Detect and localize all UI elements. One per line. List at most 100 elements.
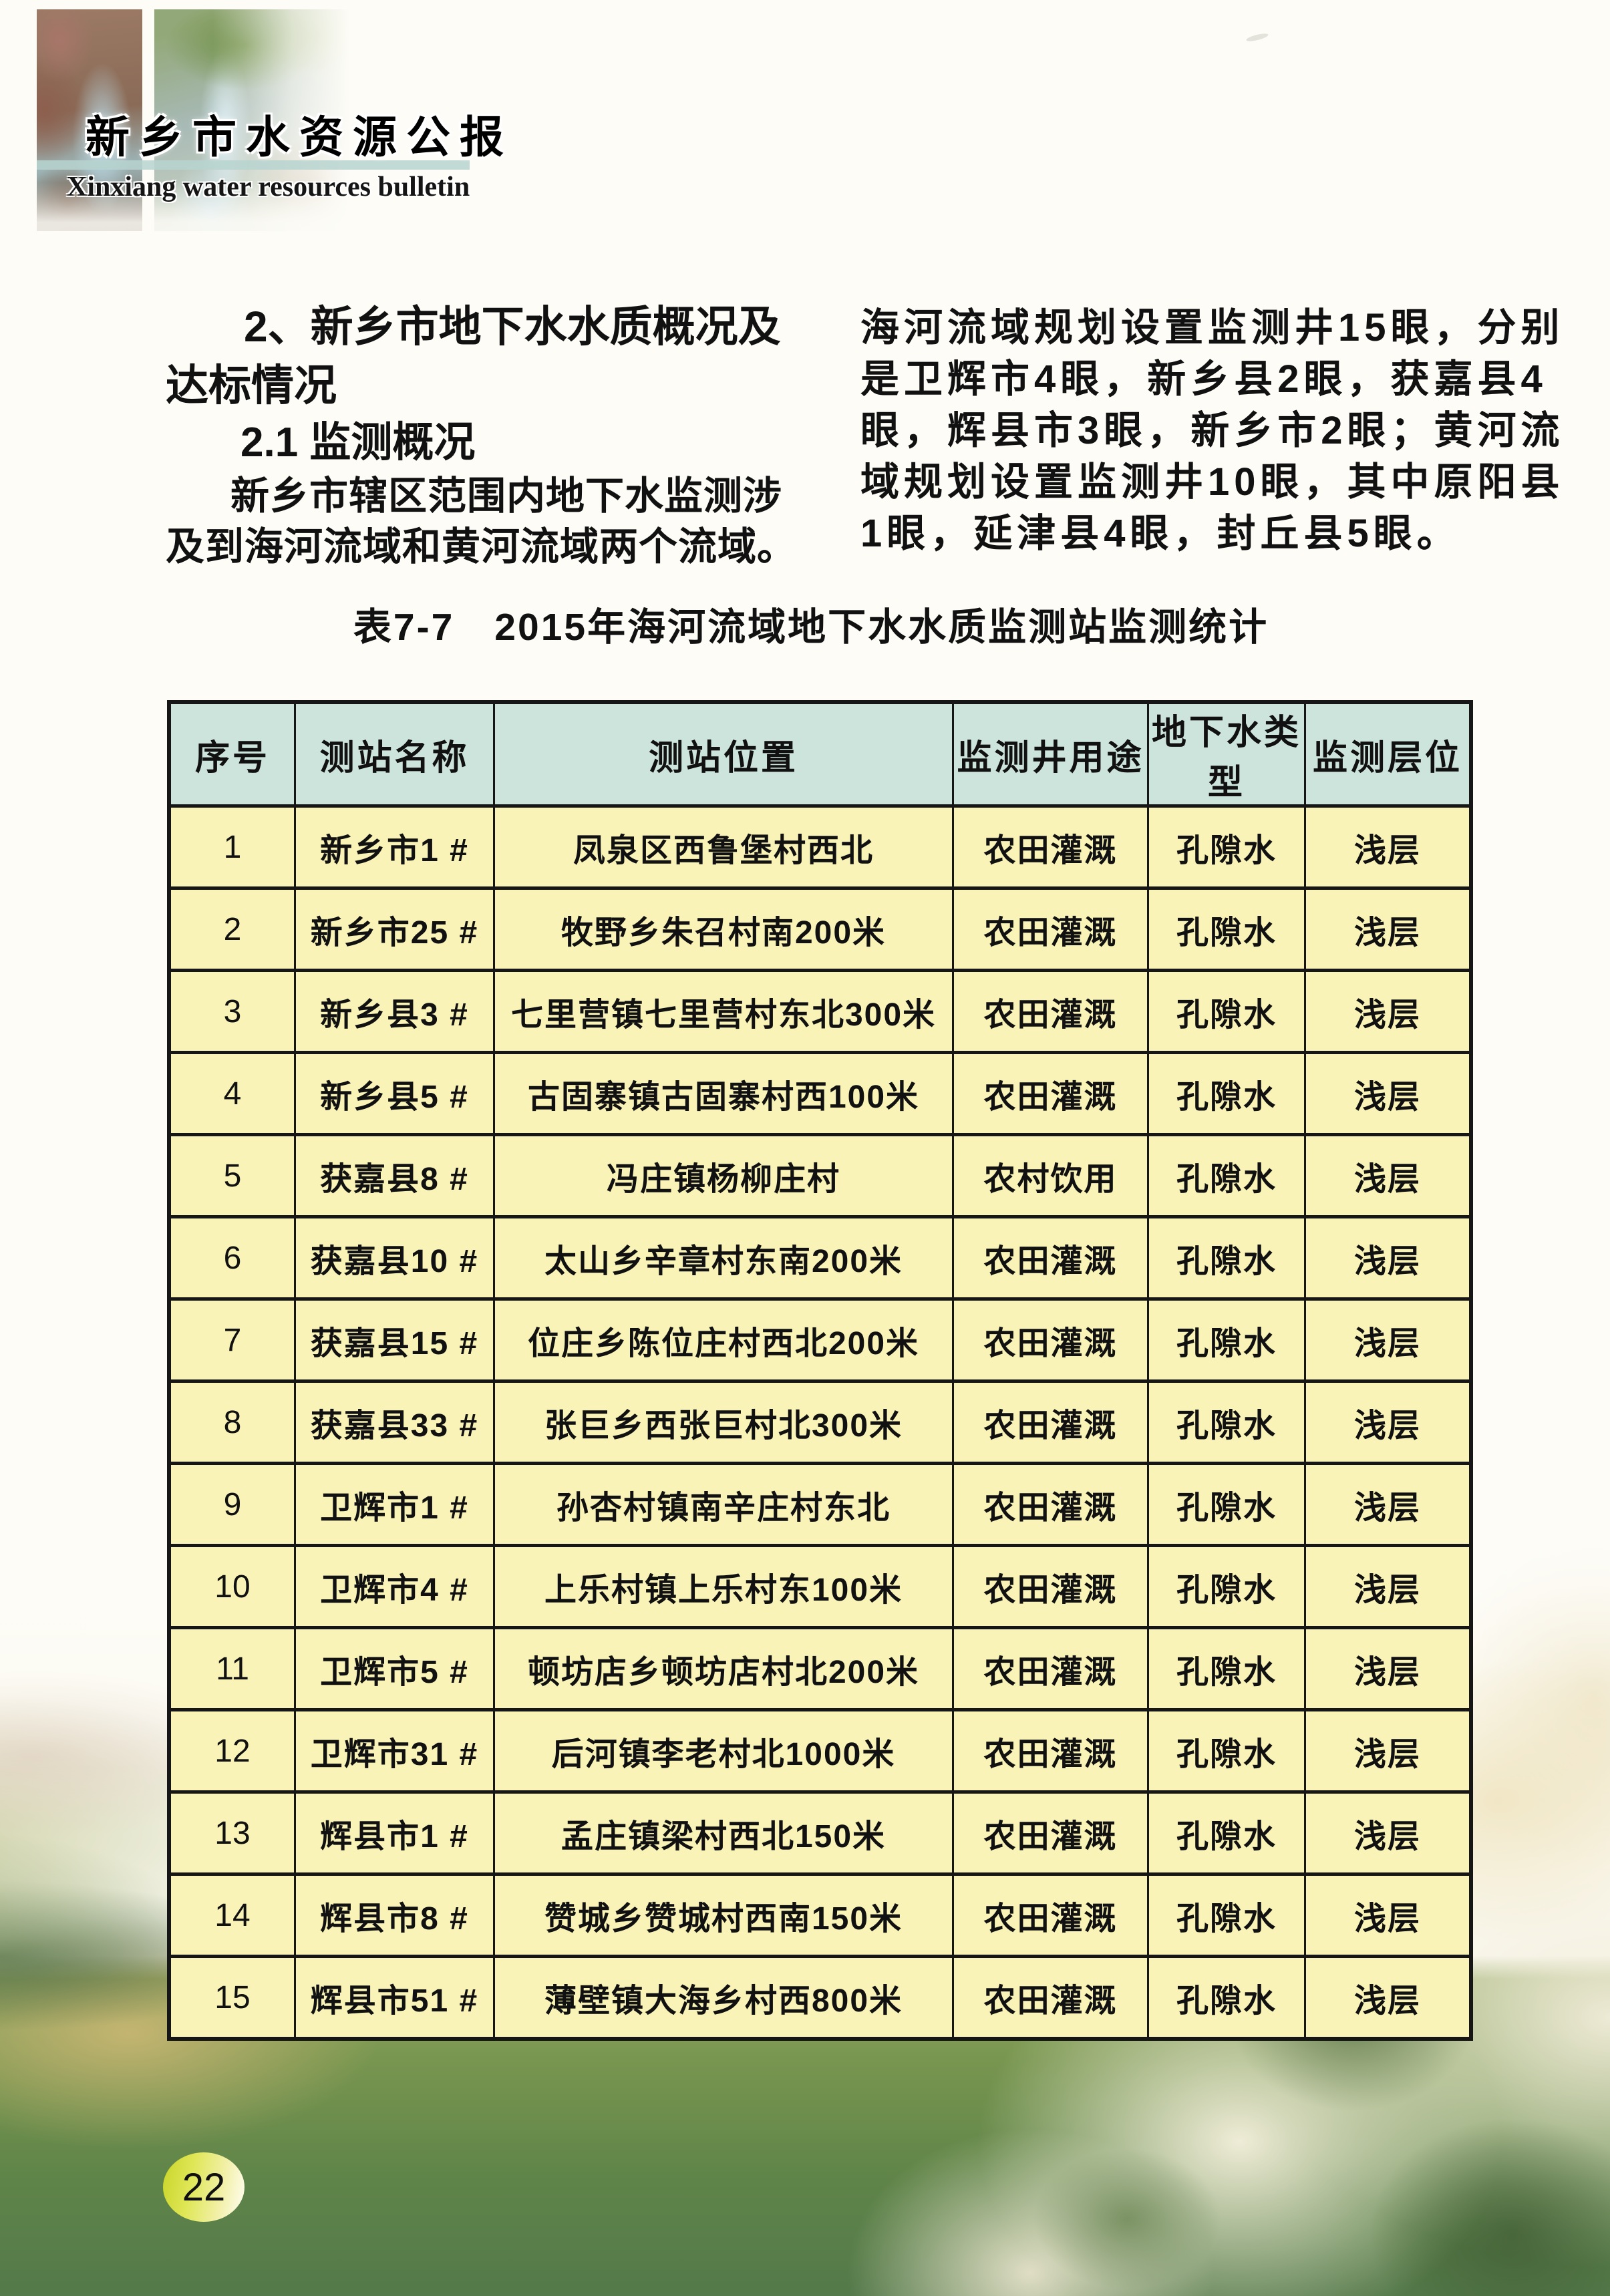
paragraph-line: 新乡市辖区范围内地下水监测涉	[230, 474, 783, 518]
cell-well-use: 农田灌溉	[952, 1462, 1149, 1547]
cell-index: 1	[168, 804, 296, 890]
cell-monitor-layer: 浅层	[1304, 1872, 1472, 1958]
paragraph-line: 及到海河流域和黄河流域两个流域。	[166, 525, 797, 568]
cell-station-name: 新乡市1 #	[294, 804, 495, 890]
table-row: 13 辉县市1 # 孟庄镇梁村西北150米 农田灌溉 孔隙水 浅层	[168, 1790, 1472, 1876]
cell-index: 4	[168, 1051, 296, 1136]
cell-station-name: 卫辉市5 #	[294, 1626, 495, 1711]
intro-left-column: 2、新乡市地下水水质概况及 达标情况 2.1 监测概况 新乡市辖区范围内地下水监…	[166, 297, 820, 572]
page-number-badge: 22	[163, 2152, 245, 2222]
table-row: 3 新乡县3 # 七里营镇七里营村东北300米 农田灌溉 孔隙水 浅层	[168, 969, 1472, 1054]
table-title: 表7-7 2015年海河流域地下水水质监测站监测统计	[353, 606, 1269, 649]
section-heading-line2: 达标情况	[166, 361, 337, 409]
cell-index: 10	[168, 1544, 296, 1629]
cell-monitor-layer: 浅层	[1304, 1297, 1472, 1383]
cell-index: 11	[168, 1626, 296, 1711]
station-table-body: 1 新乡市1 # 凤泉区西鲁堡村西北 农田灌溉 孔隙水 浅层 2 新乡市25 # 牧野乡朱召村南…	[168, 804, 1472, 2041]
cell-well-use: 农田灌溉	[952, 1790, 1149, 1876]
paragraph-line: 眼，辉县市3眼，新乡市2眼；黄河流	[860, 409, 1565, 452]
cell-index: 8	[168, 1379, 296, 1465]
cell-station-name: 卫辉市1 #	[294, 1462, 495, 1547]
cell-groundwater-type: 孔隙水	[1147, 1051, 1306, 1136]
subsection-heading: 2.1 监测概况	[240, 420, 476, 466]
cell-well-use: 农田灌溉	[952, 1626, 1149, 1711]
cell-location: 古固寨镇古固寨村西100米	[493, 1051, 954, 1136]
cell-station-name: 新乡市25 #	[294, 886, 495, 972]
cell-groundwater-type: 孔隙水	[1147, 969, 1306, 1054]
cell-station-name: 辉县市1 #	[294, 1790, 495, 1876]
cell-groundwater-type: 孔隙水	[1147, 1790, 1306, 1876]
cell-groundwater-type: 孔隙水	[1147, 886, 1306, 972]
section-heading-line1: 2、新乡市地下水水质概况及	[244, 303, 781, 351]
cell-index: 5	[168, 1133, 296, 1218]
table-row: 10 卫辉市4 # 上乐村镇上乐村东100米 农田灌溉 孔隙水 浅层	[168, 1544, 1472, 1629]
cell-location: 位庄乡陈位庄村西北200米	[493, 1297, 954, 1383]
cell-well-use: 农田灌溉	[952, 804, 1149, 890]
cell-well-use: 农田灌溉	[952, 1379, 1149, 1465]
page-number: 22	[182, 2165, 226, 2209]
bulletin-title-en: Xinxiang water resources bulletin	[67, 172, 470, 202]
cell-monitor-layer: 浅层	[1304, 1215, 1472, 1301]
cell-well-use: 农田灌溉	[952, 969, 1149, 1054]
cell-location: 薄壁镇大海乡村西800米	[493, 1955, 954, 2041]
table-row: 4 新乡县5 # 古固寨镇古固寨村西100米 农田灌溉 孔隙水 浅层	[168, 1051, 1472, 1136]
title-underline-bar	[37, 160, 470, 170]
cell-index: 3	[168, 969, 296, 1054]
cell-groundwater-type: 孔隙水	[1147, 1379, 1306, 1465]
cell-well-use: 农田灌溉	[952, 1708, 1149, 1794]
cell-groundwater-type: 孔隙水	[1147, 1544, 1306, 1629]
table-row: 5 获嘉县8 # 冯庄镇杨柳庄村 农村饮用 孔隙水 浅层	[168, 1133, 1472, 1218]
table-row: 6 获嘉县10 # 太山乡辛章村东南200米 农田灌溉 孔隙水 浅层	[168, 1215, 1472, 1301]
cell-monitor-layer: 浅层	[1304, 1379, 1472, 1465]
cell-station-name: 获嘉县33 #	[294, 1379, 495, 1465]
cell-monitor-layer: 浅层	[1304, 1051, 1472, 1136]
cell-well-use: 农田灌溉	[952, 1215, 1149, 1301]
bulletin-title-cn: 新乡市水资源公报	[86, 112, 513, 162]
cell-monitor-layer: 浅层	[1304, 969, 1472, 1054]
cell-location: 凤泉区西鲁堡村西北	[493, 804, 954, 890]
cell-location: 后河镇李老村北1000米	[493, 1708, 954, 1794]
table-row: 15 辉县市51 # 薄壁镇大海乡村西800米 农田灌溉 孔隙水 浅层	[168, 1955, 1472, 2041]
cell-station-name: 辉县市51 #	[294, 1955, 495, 2041]
cell-location: 上乐村镇上乐村东100米	[493, 1544, 954, 1629]
cell-well-use: 农田灌溉	[952, 1051, 1149, 1136]
paragraph-line: 是卫辉市4眼，新乡县2眼，获嘉县4	[860, 357, 1547, 401]
cell-location: 牧野乡朱召村南200米	[493, 886, 954, 972]
table-row: 1 新乡市1 # 凤泉区西鲁堡村西北 农田灌溉 孔隙水 浅层	[168, 804, 1472, 890]
cell-location: 孙杏村镇南辛庄村东北	[493, 1462, 954, 1547]
cell-index: 13	[168, 1790, 296, 1876]
paragraph-line: 域规划设置监测井10眼，其中原阳县	[860, 460, 1565, 504]
cell-well-use: 农田灌溉	[952, 1297, 1149, 1383]
scan-artifact	[1245, 32, 1269, 43]
header-cell-location: 测站位置	[493, 700, 954, 808]
header-photo-collage	[37, 9, 356, 231]
table-row: 2 新乡市25 # 牧野乡朱召村南200米 农田灌溉 孔隙水 浅层	[168, 886, 1472, 972]
cell-well-use: 农田灌溉	[952, 886, 1149, 972]
cell-station-name: 卫辉市31 #	[294, 1708, 495, 1794]
monitoring-station-table: 序号 测站名称 测站位置 监测井用途 地下水类型 监测层位 1 新乡市1 # 凤泉区…	[167, 700, 1473, 2041]
cell-well-use: 农田灌溉	[952, 1872, 1149, 1958]
cell-monitor-layer: 浅层	[1304, 1626, 1472, 1711]
intro-right-column: 海河流域规划设置监测井15眼，分别 是卫辉市4眼，新乡县2眼，获嘉县4 眼，辉县市3…	[860, 302, 1582, 559]
cell-groundwater-type: 孔隙水	[1147, 1462, 1306, 1547]
cell-groundwater-type: 孔隙水	[1147, 804, 1306, 890]
cell-groundwater-type: 孔隙水	[1147, 1872, 1306, 1958]
table-row: 12 卫辉市31 # 后河镇李老村北1000米 农田灌溉 孔隙水 浅层	[168, 1708, 1472, 1794]
cell-station-name: 卫辉市4 #	[294, 1544, 495, 1629]
table-header-row: 序号 测站名称 测站位置 监测井用途 地下水类型 监测层位	[168, 700, 1472, 808]
cell-monitor-layer: 浅层	[1304, 1133, 1472, 1218]
header-cell-well-use: 监测井用途	[952, 700, 1149, 808]
header-cell-monitor-layer: 监测层位	[1304, 700, 1472, 808]
cell-monitor-layer: 浅层	[1304, 886, 1472, 972]
cell-station-name: 新乡县5 #	[294, 1051, 495, 1136]
table-row: 8 获嘉县33 # 张巨乡西张巨村北300米 农田灌溉 孔隙水 浅层	[168, 1379, 1472, 1465]
cell-index: 15	[168, 1955, 296, 2041]
cell-monitor-layer: 浅层	[1304, 1462, 1472, 1547]
cell-location: 冯庄镇杨柳庄村	[493, 1133, 954, 1218]
cell-index: 14	[168, 1872, 296, 1958]
photo-fade-overlay	[37, 9, 356, 231]
paragraph-line: 1眼，延津县4眼，封丘县5眼。	[860, 512, 1460, 555]
cell-index: 12	[168, 1708, 296, 1794]
table-row: 14 辉县市8 # 赞城乡赞城村西南150米 农田灌溉 孔隙水 浅层	[168, 1872, 1472, 1958]
cell-location: 七里营镇七里营村东北300米	[493, 969, 954, 1054]
